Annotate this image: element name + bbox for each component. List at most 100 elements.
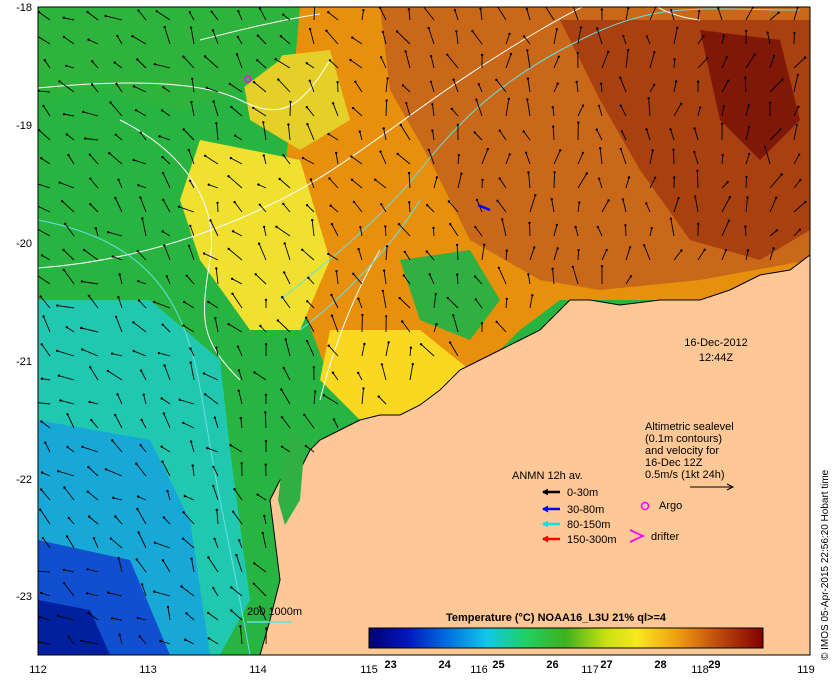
velocity-arrow	[38, 90, 51, 93]
velocity-arrowhead	[726, 181, 729, 184]
velocity-arrow	[303, 414, 315, 429]
velocity-arrowhead	[203, 154, 207, 157]
velocity-arrowhead	[402, 274, 405, 277]
velocity-arrow	[553, 150, 561, 165]
velocity-arrow	[329, 178, 339, 189]
date-label: 16-Dec-2012	[684, 337, 748, 349]
velocity-arrowhead	[403, 250, 407, 254]
velocity-arrow	[328, 133, 339, 141]
velocity-arrowhead	[619, 104, 622, 107]
velocity-arrow	[89, 203, 99, 213]
velocity-arrow	[432, 130, 435, 141]
velocity-arrow	[156, 10, 171, 21]
velocity-arrow	[111, 353, 123, 357]
velocity-arrow	[42, 537, 51, 549]
velocity-arrowhead	[475, 98, 478, 101]
velocity-arrow	[573, 7, 579, 21]
velocity-arrowhead	[91, 60, 94, 63]
velocity-arrow	[43, 105, 51, 117]
velocity-arrow	[67, 414, 75, 429]
velocity-arrowhead	[332, 418, 336, 421]
velocity-arrowhead	[619, 147, 622, 151]
velocity-arrow	[526, 8, 531, 21]
velocity-arrow	[313, 391, 316, 405]
velocity-arrowhead	[189, 26, 193, 29]
velocity-arrow	[216, 509, 219, 525]
velocity-arrowhead	[336, 81, 339, 84]
velocity-arrowhead	[330, 314, 334, 317]
velocity-arrow	[107, 370, 123, 381]
velocity-arrow	[620, 105, 627, 117]
velocity-arrow	[139, 197, 147, 213]
velocity-arrowhead	[86, 568, 89, 571]
velocity-arrow	[254, 372, 267, 381]
velocity-arrowhead	[327, 132, 330, 136]
legend-arrowhead-icon	[542, 520, 549, 528]
velocity-arrowhead	[161, 155, 164, 159]
velocity-arrow	[178, 206, 195, 213]
velocity-arrowhead	[112, 496, 115, 499]
velocity-arrow	[254, 563, 267, 573]
velocity-arrow	[649, 7, 657, 21]
velocity-arrowhead	[653, 83, 656, 87]
velocity-arrow	[82, 348, 99, 357]
velocity-arrowhead	[182, 128, 185, 131]
velocity-arrowhead	[508, 153, 511, 156]
velocity-arrow	[87, 11, 99, 21]
velocity-arrowhead	[578, 201, 581, 204]
velocity-arrowhead	[228, 82, 232, 86]
velocity-arrow	[183, 422, 195, 429]
velocity-arrow	[403, 275, 411, 285]
velocity-arrow	[159, 135, 171, 141]
velocity-arrowhead	[60, 199, 64, 203]
velocity-arrowhead	[505, 249, 508, 252]
velocity-arrow	[260, 325, 267, 333]
velocity-arrowhead	[212, 586, 215, 590]
velocity-arrow	[505, 298, 508, 309]
velocity-arrowhead	[456, 273, 459, 276]
velocity-arrow	[625, 50, 629, 69]
velocity-arrowhead	[747, 104, 750, 107]
velocity-arrowhead	[233, 488, 236, 491]
velocity-arrowhead	[425, 250, 429, 253]
velocity-arrow	[505, 98, 510, 117]
velocity-arrowhead	[408, 201, 411, 204]
velocity-arrowhead	[230, 105, 233, 109]
velocity-arrow	[141, 218, 147, 237]
velocity-arrow	[329, 60, 339, 69]
velocity-arrowhead	[191, 464, 194, 467]
velocity-arrowhead	[283, 242, 286, 245]
velocity-arrow	[302, 157, 315, 165]
velocity-arrow	[306, 106, 315, 117]
velocity-arrow	[398, 223, 411, 237]
velocity-arrow	[108, 592, 123, 597]
velocity-arrowhead	[257, 242, 261, 245]
velocity-arrowhead	[381, 30, 385, 34]
velocity-arrowhead	[90, 83, 94, 86]
velocity-arrow	[66, 536, 75, 549]
velocity-arrow	[113, 497, 123, 501]
velocity-arrow	[426, 204, 435, 213]
velocity-arrow	[189, 225, 195, 237]
velocity-arrowhead	[329, 204, 332, 207]
velocity-arrowhead	[107, 591, 110, 594]
velocity-arrow	[529, 247, 535, 261]
velocity-arrowhead	[265, 627, 268, 630]
velocity-arrowhead	[725, 55, 728, 59]
velocity-arrow	[135, 463, 147, 477]
velocity-arrow	[620, 148, 627, 165]
velocity-arrowhead	[160, 397, 163, 400]
velocity-arrowhead	[301, 248, 304, 251]
velocity-arrow	[553, 248, 559, 261]
velocity-arrow	[238, 370, 243, 381]
mooring-legend: ANMN 12h av. 0-30m 30-80m 80-150m 150-30…	[512, 470, 617, 546]
velocity-arrowhead	[262, 154, 265, 157]
velocity-arrow	[307, 277, 315, 285]
velocity-arrow	[240, 418, 243, 429]
velocity-vectors	[38, 7, 807, 645]
velocity-arrowhead	[780, 173, 783, 176]
velocity-arrowhead	[309, 178, 313, 181]
velocity-arrow	[306, 124, 315, 141]
velocity-arrowhead	[361, 313, 364, 317]
velocity-arrowhead	[522, 130, 525, 133]
